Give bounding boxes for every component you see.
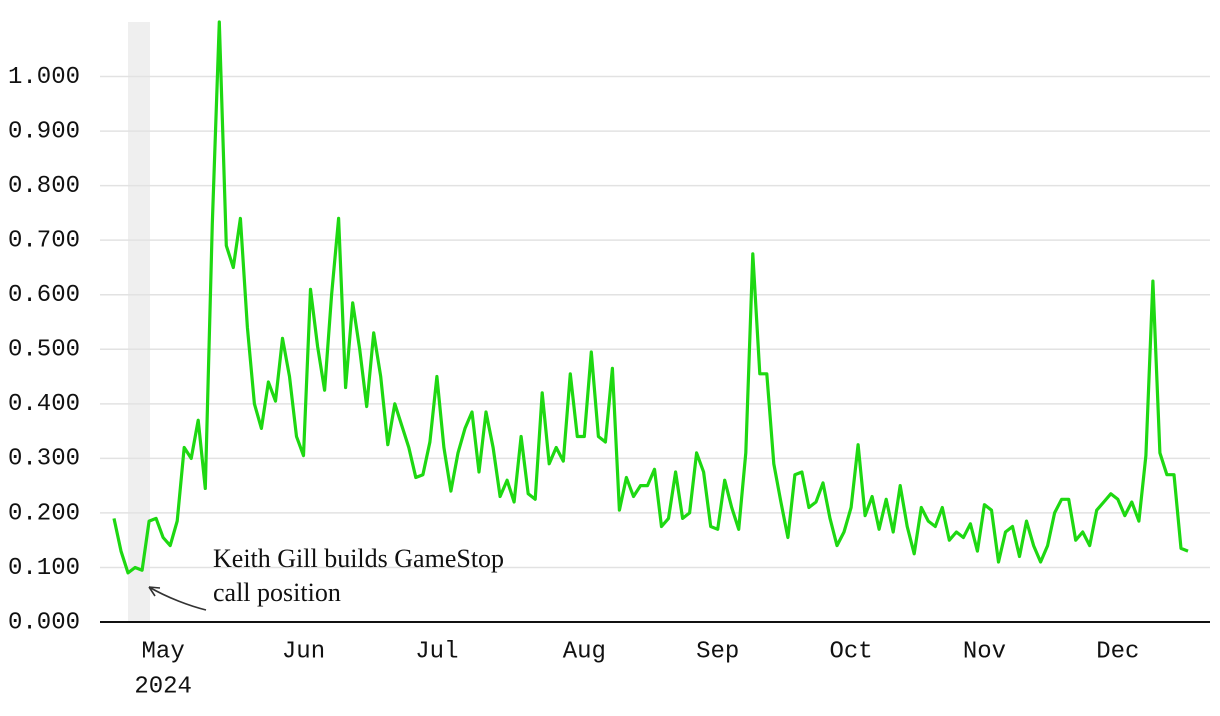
y-tick-label: 0.200 xyxy=(8,500,80,527)
y-tick-label: 0.000 xyxy=(8,609,80,636)
data-line xyxy=(112,20,1189,575)
x-tick-label: Nov xyxy=(963,638,1006,665)
y-tick-label: 0.600 xyxy=(8,282,80,309)
highlight-band xyxy=(128,22,150,622)
y-tick-label: 0.900 xyxy=(8,118,80,145)
y-tick-label: 0.700 xyxy=(8,228,80,255)
annotation-line: call position xyxy=(213,578,341,607)
x-tick-label: Aug xyxy=(563,638,606,665)
x-tick-label: Jun xyxy=(282,638,325,665)
y-tick-label: 0.400 xyxy=(8,391,80,418)
y-tick-label: 0.300 xyxy=(8,446,80,473)
x-tick-label: Jul xyxy=(415,638,458,665)
x-tick-label: Sep xyxy=(696,638,739,665)
annotation-line: Keith Gill builds GameStop xyxy=(213,544,504,573)
grid xyxy=(100,75,1210,569)
y-tick-label: 0.100 xyxy=(8,555,80,582)
x-tick-label: Dec xyxy=(1096,638,1139,665)
x-year-label: 2024 xyxy=(134,673,192,700)
x-tick-label: May xyxy=(142,638,185,665)
y-tick-label: 1.000 xyxy=(8,64,80,91)
y-tick-label: 0.800 xyxy=(8,173,80,200)
y-tick-label: 0.500 xyxy=(8,337,80,364)
annotation-arrow xyxy=(148,586,207,611)
x-tick-label: Oct xyxy=(829,638,872,665)
